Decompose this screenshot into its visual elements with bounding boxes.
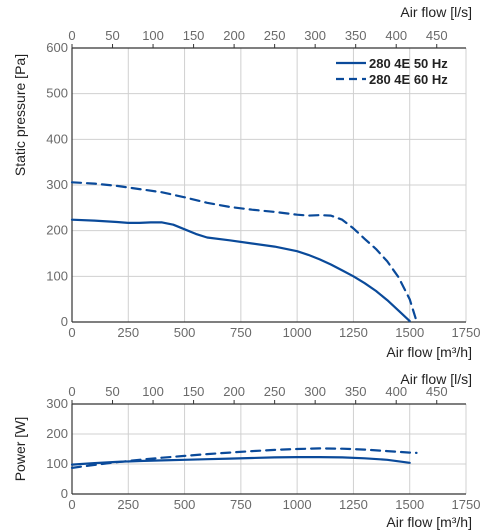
pressure-y-tick-label: 500 <box>46 86 68 101</box>
pressure-x2-tick-label: 450 <box>426 28 448 43</box>
legend-label-50hz: 280 4E 50 Hz <box>369 56 448 71</box>
pressure-y-ticks: 0 100 200 300 400 500 600 <box>46 40 68 329</box>
pressure-x2-tick-label: 300 <box>304 28 326 43</box>
power-series <box>70 447 418 469</box>
pressure-x-axis-title: Air flow [m³/h] <box>386 344 472 360</box>
power-y-tick-label: 100 <box>46 456 68 471</box>
pressure-axes <box>71 47 466 323</box>
pressure-x2-tick-label: 100 <box>142 28 164 43</box>
power-x-tick-label: 750 <box>230 497 252 512</box>
power-series-60hz-line <box>70 447 418 469</box>
power-x2-tick-label: 450 <box>426 384 448 399</box>
power-y-tick-label: 200 <box>46 426 68 441</box>
pressure-x2-tick-label: 0 <box>68 28 75 43</box>
power-x-tick-label: 0 <box>68 497 75 512</box>
power-y-tick-label: 0 <box>61 486 68 501</box>
power-chart: 0 250 500 750 1000 1250 1500 1750 0 50 100 150 200 2… <box>12 371 480 530</box>
pressure-x2-tick-label: 150 <box>183 28 205 43</box>
power-x-tick-label: 1500 <box>395 497 424 512</box>
power-x2-tick-label: 400 <box>385 384 407 399</box>
power-x-tick-label: 250 <box>117 497 139 512</box>
pressure-x2-tick-label: 200 <box>223 28 245 43</box>
pressure-y-tick-label: 600 <box>46 40 68 55</box>
power-x2-ticks: 0 50 100 150 200 250 300 350 400 450 <box>68 384 448 404</box>
power-series-50hz-line <box>70 456 411 466</box>
power-x2-axis-title: Air flow [l/s] <box>400 371 472 387</box>
pressure-x-tick-label: 0 <box>68 325 75 340</box>
pressure-x2-tick-label: 350 <box>345 28 367 43</box>
power-x2-tick-label: 200 <box>223 384 245 399</box>
power-x-tick-label: 1250 <box>339 497 368 512</box>
pressure-x2-ticks: 0 50 100 150 200 250 300 350 400 450 <box>68 28 448 48</box>
pressure-series <box>70 181 418 323</box>
pressure-chart: 0 250 500 750 1000 1250 1500 1750 0 50 100 150 200 2… <box>12 4 480 360</box>
pressure-x-tick-label: 1750 <box>452 325 481 340</box>
power-y-tick-label: 300 <box>46 396 68 411</box>
power-x2-tick-label: 100 <box>142 384 164 399</box>
pressure-x2-tick-label: 50 <box>105 28 119 43</box>
power-y-axis-title: Power [W] <box>12 417 28 482</box>
pressure-y-tick-label: 300 <box>46 177 68 192</box>
pressure-x2-tick-label: 250 <box>264 28 286 43</box>
legend: 280 4E 50 Hz 280 4E 60 Hz <box>336 56 448 87</box>
power-x2-tick-label: 0 <box>68 384 75 399</box>
power-x-ticks: 0 250 500 750 1000 1250 1500 1750 <box>68 497 480 512</box>
pressure-series-60hz-line <box>70 181 418 323</box>
pressure-x2-axis-title: Air flow [l/s] <box>400 4 472 20</box>
pressure-x-tick-label: 750 <box>230 325 252 340</box>
power-x-tick-label: 1750 <box>452 497 481 512</box>
pressure-x-ticks: 0 250 500 750 1000 1250 1500 1750 <box>68 325 480 340</box>
pressure-x-tick-label: 1250 <box>339 325 368 340</box>
power-x2-tick-label: 250 <box>264 384 286 399</box>
power-x-tick-label: 500 <box>174 497 196 512</box>
pressure-y-tick-label: 200 <box>46 223 68 238</box>
pressure-x-tick-label: 1500 <box>395 325 424 340</box>
legend-label-60hz: 280 4E 60 Hz <box>369 72 448 87</box>
power-x2-tick-label: 300 <box>304 384 326 399</box>
pressure-y-tick-label: 0 <box>61 314 68 329</box>
power-grid <box>72 403 467 494</box>
power-x2-tick-label: 350 <box>345 384 367 399</box>
pressure-x-tick-label: 1000 <box>283 325 312 340</box>
pressure-y-axis-title: Static pressure [Pa] <box>12 54 28 176</box>
pressure-x-tick-label: 500 <box>174 325 196 340</box>
pressure-y-tick-label: 100 <box>46 268 68 283</box>
power-x2-tick-label: 50 <box>105 384 119 399</box>
pressure-x-tick-label: 250 <box>117 325 139 340</box>
pressure-series-50hz-line <box>70 218 411 323</box>
pressure-x2-tick-label: 400 <box>385 28 407 43</box>
power-axes <box>71 403 466 495</box>
power-y-ticks: 0 100 200 300 <box>46 396 68 501</box>
pressure-y-tick-label: 400 <box>46 131 68 146</box>
power-x-tick-label: 1000 <box>283 497 312 512</box>
power-x-axis-title: Air flow [m³/h] <box>386 514 472 530</box>
power-x2-tick-label: 150 <box>183 384 205 399</box>
pressure-grid <box>72 47 467 322</box>
